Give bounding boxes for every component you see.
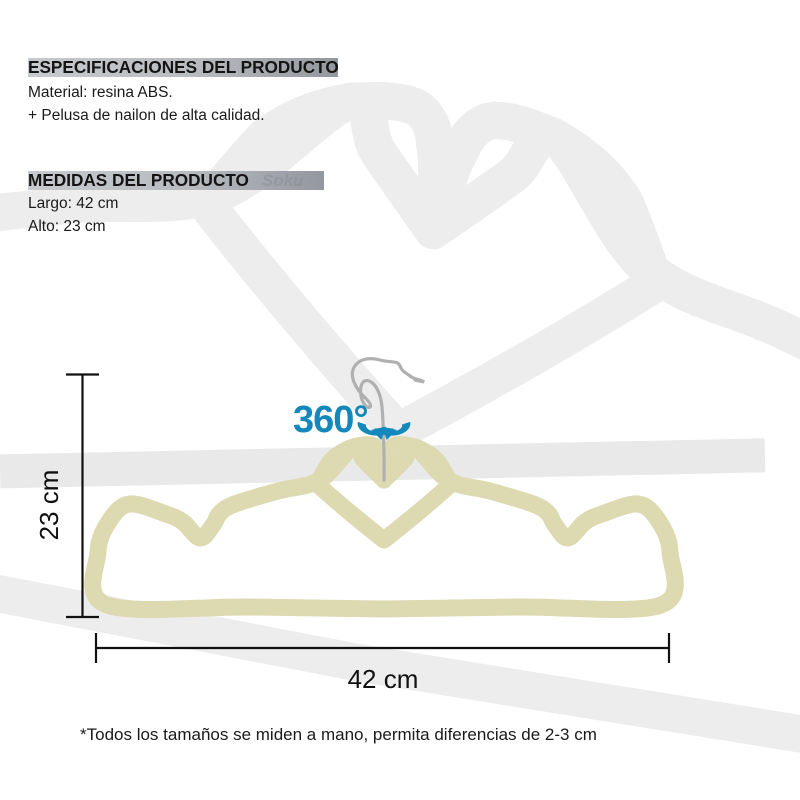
svg-text:ESPECIFICACIONES DEL PRODUCTO: ESPECIFICACIONES DEL PRODUCTO — [28, 57, 339, 77]
svg-text:+ Pelusa de nailon de alta cal: + Pelusa de nailon de alta calidad. — [28, 107, 265, 124]
svg-text:42 cm: 42 cm — [348, 664, 419, 694]
svg-text:Soku: Soku — [262, 171, 304, 190]
svg-text:MEDIDAS DEL PRODUCTO: MEDIDAS DEL PRODUCTO — [28, 170, 249, 190]
svg-text:23 cm: 23 cm — [34, 470, 64, 541]
svg-text:360°: 360° — [293, 399, 368, 441]
svg-text:*Todos los tamaños se miden a: *Todos los tamaños se miden a mano, perm… — [80, 725, 597, 744]
svg-text:Largo: 42 cm: Largo: 42 cm — [28, 195, 118, 212]
svg-text:Alto: 23 cm: Alto: 23 cm — [28, 218, 106, 235]
svg-text:Material: resina ABS.: Material: resina ABS. — [28, 84, 173, 101]
